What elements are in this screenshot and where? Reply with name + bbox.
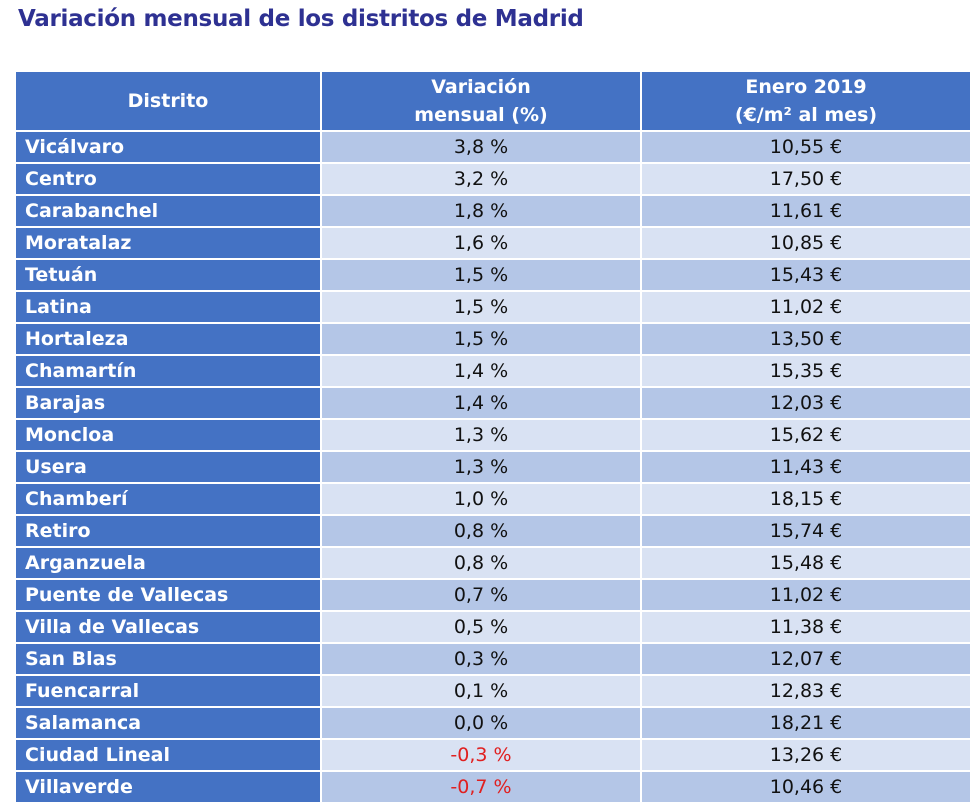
cell-distrito: Tetuán xyxy=(14,258,322,292)
table-row: Chamberí 1,0 % 18,15 € xyxy=(14,482,972,516)
cell-precio: 12,03 € xyxy=(640,386,972,420)
cell-variacion: -0,7 % xyxy=(320,770,642,804)
cell-variacion: 0,5 % xyxy=(320,610,642,644)
cell-distrito: Centro xyxy=(14,162,322,196)
table-row: Centro 3,2 % 17,50 € xyxy=(14,162,972,196)
cell-precio: 15,35 € xyxy=(640,354,972,388)
cell-precio: 10,46 € xyxy=(640,770,972,804)
cell-distrito: Hortaleza xyxy=(14,322,322,356)
cell-precio: 17,50 € xyxy=(640,162,972,196)
cell-variacion: 3,2 % xyxy=(320,162,642,196)
cell-distrito: Latina xyxy=(14,290,322,324)
cell-distrito: Ciudad Lineal xyxy=(14,738,322,772)
cell-precio: 13,50 € xyxy=(640,322,972,356)
cell-precio: 11,02 € xyxy=(640,290,972,324)
cell-variacion: 3,8 % xyxy=(320,130,642,164)
header-label-line2: mensual (%) xyxy=(414,104,548,126)
cell-precio: 15,74 € xyxy=(640,514,972,548)
districts-table: Distrito Variación mensual (%) Enero 2019… xyxy=(14,70,972,804)
page-title: Variación mensual de los distritos de Ma… xyxy=(18,6,584,32)
cell-distrito: Usera xyxy=(14,450,322,484)
table-row: San Blas 0,3 % 12,07 € xyxy=(14,642,972,676)
header-label-line2: (€/m² al mes) xyxy=(734,104,878,126)
cell-precio: 11,43 € xyxy=(640,450,972,484)
cell-precio: 11,02 € xyxy=(640,578,972,612)
cell-variacion: 1,5 % xyxy=(320,322,642,356)
cell-variacion: 0,0 % xyxy=(320,706,642,740)
cell-distrito: Carabanchel xyxy=(14,194,322,228)
table-row: Ciudad Lineal -0,3 % 13,26 € xyxy=(14,738,972,772)
header-label: Distrito xyxy=(127,90,209,112)
table-row: Carabanchel 1,8 % 11,61 € xyxy=(14,194,972,228)
table-row: Latina 1,5 % 11,02 € xyxy=(14,290,972,324)
header-distrito: Distrito xyxy=(14,70,322,132)
header-precio: Enero 2019 (€/m² al mes) xyxy=(640,70,972,132)
table-row: Chamartín 1,4 % 15,35 € xyxy=(14,354,972,388)
cell-precio: 15,48 € xyxy=(640,546,972,580)
cell-variacion: 1,4 % xyxy=(320,386,642,420)
table-row: Retiro 0,8 % 15,74 € xyxy=(14,514,972,548)
cell-distrito: Chamartín xyxy=(14,354,322,388)
cell-variacion: 0,8 % xyxy=(320,514,642,548)
cell-distrito: Villa de Vallecas xyxy=(14,610,322,644)
cell-variacion: 1,8 % xyxy=(320,194,642,228)
table-row: Villa de Vallecas 0,5 % 11,38 € xyxy=(14,610,972,644)
table-row: Arganzuela 0,8 % 15,48 € xyxy=(14,546,972,580)
cell-precio: 18,15 € xyxy=(640,482,972,516)
table-row: Barajas 1,4 % 12,03 € xyxy=(14,386,972,420)
cell-variacion: 1,4 % xyxy=(320,354,642,388)
cell-precio: 15,62 € xyxy=(640,418,972,452)
cell-distrito: Fuencarral xyxy=(14,674,322,708)
table-row: Usera 1,3 % 11,43 € xyxy=(14,450,972,484)
cell-precio: 18,21 € xyxy=(640,706,972,740)
table-row: Salamanca 0,0 % 18,21 € xyxy=(14,706,972,740)
table-row: Moratalaz 1,6 % 10,85 € xyxy=(14,226,972,260)
table-row: Moncloa 1,3 % 15,62 € xyxy=(14,418,972,452)
cell-distrito: Vicálvaro xyxy=(14,130,322,164)
cell-distrito: San Blas xyxy=(14,642,322,676)
cell-precio: 11,38 € xyxy=(640,610,972,644)
cell-distrito: Puente de Vallecas xyxy=(14,578,322,612)
cell-precio: 11,61 € xyxy=(640,194,972,228)
table-row: Vicálvaro 3,8 % 10,55 € xyxy=(14,130,972,164)
header-label-line1: Variación xyxy=(431,76,531,98)
cell-variacion: 1,5 % xyxy=(320,290,642,324)
cell-precio: 13,26 € xyxy=(640,738,972,772)
table-row: Hortaleza 1,5 % 13,50 € xyxy=(14,322,972,356)
cell-distrito: Salamanca xyxy=(14,706,322,740)
cell-variacion: 1,3 % xyxy=(320,450,642,484)
cell-variacion: 1,6 % xyxy=(320,226,642,260)
cell-distrito: Barajas xyxy=(14,386,322,420)
cell-precio: 10,55 € xyxy=(640,130,972,164)
cell-precio: 12,83 € xyxy=(640,674,972,708)
cell-variacion: 0,1 % xyxy=(320,674,642,708)
cell-distrito: Chamberí xyxy=(14,482,322,516)
cell-variacion: 1,5 % xyxy=(320,258,642,292)
cell-distrito: Moncloa xyxy=(14,418,322,452)
cell-variacion: 1,0 % xyxy=(320,482,642,516)
cell-distrito: Arganzuela xyxy=(14,546,322,580)
table-header-row: Distrito Variación mensual (%) Enero 2019… xyxy=(14,70,972,132)
cell-variacion: 0,7 % xyxy=(320,578,642,612)
table-row: Villaverde -0,7 % 10,46 € xyxy=(14,770,972,804)
table-row: Tetuán 1,5 % 15,43 € xyxy=(14,258,972,292)
cell-precio: 15,43 € xyxy=(640,258,972,292)
cell-precio: 10,85 € xyxy=(640,226,972,260)
cell-precio: 12,07 € xyxy=(640,642,972,676)
cell-distrito: Moratalaz xyxy=(14,226,322,260)
cell-distrito: Villaverde xyxy=(14,770,322,804)
cell-variacion: 1,3 % xyxy=(320,418,642,452)
header-label-line1: Enero 2019 xyxy=(745,76,867,98)
cell-variacion: -0,3 % xyxy=(320,738,642,772)
table-row: Puente de Vallecas 0,7 % 11,02 € xyxy=(14,578,972,612)
cell-variacion: 0,8 % xyxy=(320,546,642,580)
cell-variacion: 0,3 % xyxy=(320,642,642,676)
header-variacion: Variación mensual (%) xyxy=(320,70,642,132)
table-row: Fuencarral 0,1 % 12,83 € xyxy=(14,674,972,708)
cell-distrito: Retiro xyxy=(14,514,322,548)
